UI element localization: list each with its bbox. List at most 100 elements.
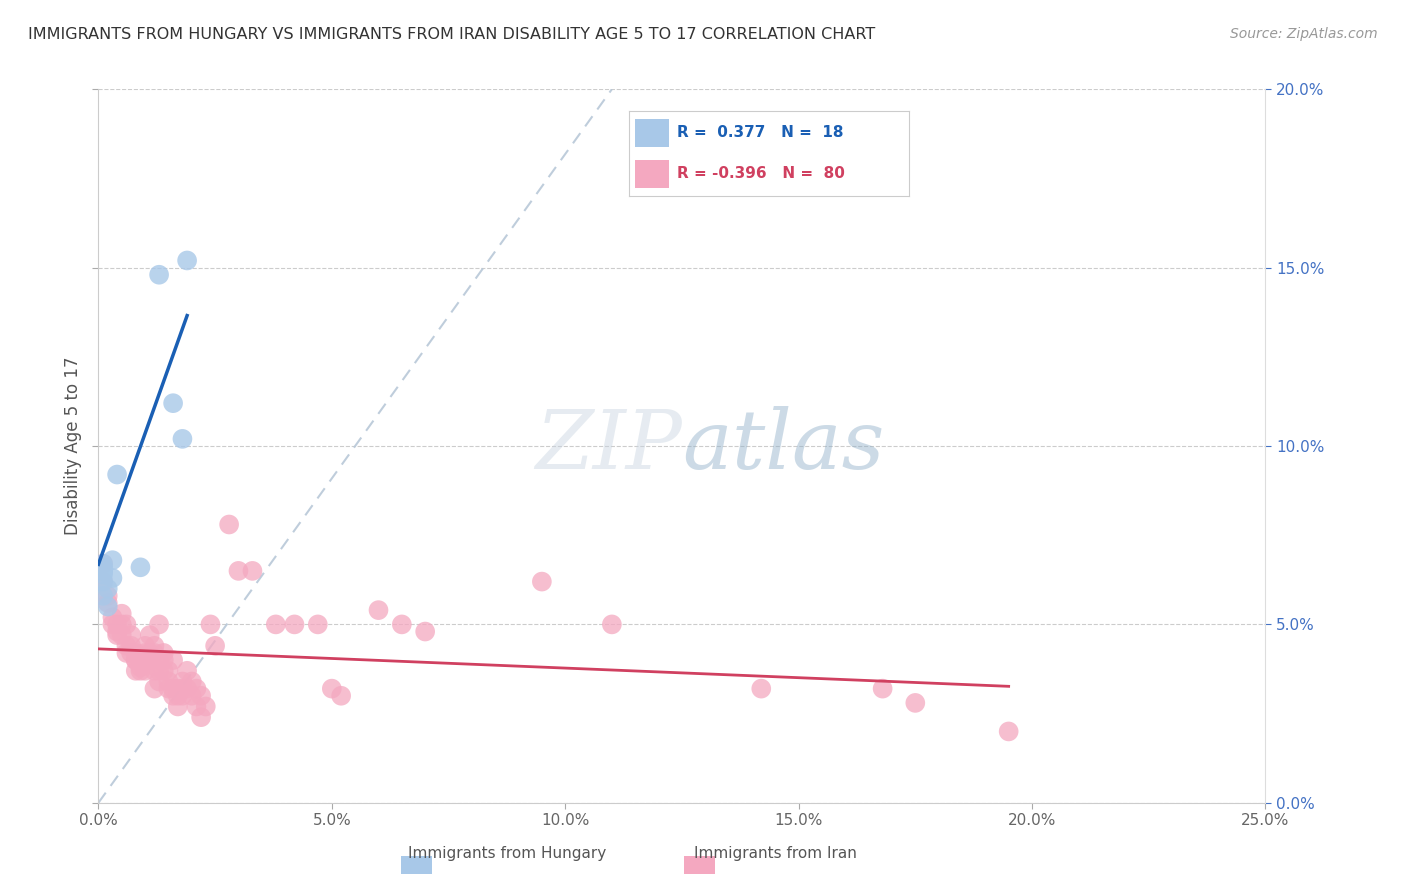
Point — [307, 617, 329, 632]
Point — [152, 664, 174, 678]
Point — [105, 628, 128, 642]
Point — [162, 653, 184, 667]
Y-axis label: Disability Age 5 to 17: Disability Age 5 to 17 — [63, 357, 82, 535]
Point — [190, 710, 212, 724]
Point — [129, 660, 152, 674]
Text: atlas: atlas — [682, 406, 884, 486]
Point — [264, 617, 287, 632]
Point — [111, 628, 134, 642]
Point — [166, 699, 188, 714]
Point — [120, 628, 142, 642]
Point — [157, 664, 180, 678]
Point — [330, 689, 353, 703]
Point — [321, 681, 343, 696]
Point — [105, 64, 128, 78]
Point — [152, 646, 174, 660]
Point — [120, 646, 142, 660]
Point — [162, 689, 184, 703]
Point — [101, 610, 124, 624]
Point — [997, 724, 1019, 739]
Point — [180, 674, 202, 689]
Point — [143, 639, 166, 653]
Point — [172, 681, 194, 696]
Point — [91, 574, 114, 589]
Point — [228, 564, 250, 578]
Point — [162, 681, 184, 696]
Point — [115, 639, 138, 653]
Point — [101, 571, 124, 585]
Point — [186, 681, 208, 696]
Text: IMMIGRANTS FROM HUNGARY VS IMMIGRANTS FROM IRAN DISABILITY AGE 5 TO 17 CORRELATI: IMMIGRANTS FROM HUNGARY VS IMMIGRANTS FR… — [28, 27, 876, 42]
Text: ZIP: ZIP — [536, 406, 682, 486]
Point — [166, 689, 188, 703]
FancyBboxPatch shape — [636, 120, 669, 146]
Point — [218, 517, 240, 532]
Point — [204, 639, 226, 653]
Point — [134, 639, 156, 653]
Point — [97, 589, 120, 603]
Point — [97, 599, 120, 614]
Point — [180, 689, 202, 703]
Point — [125, 653, 148, 667]
Point — [97, 596, 120, 610]
Point — [120, 639, 142, 653]
Point — [101, 617, 124, 632]
Point — [157, 674, 180, 689]
Point — [162, 396, 184, 410]
Point — [391, 617, 413, 632]
Point — [111, 607, 134, 621]
Point — [143, 646, 166, 660]
Point — [143, 681, 166, 696]
Point — [200, 617, 222, 632]
Point — [172, 432, 194, 446]
Text: Immigrants from Iran: Immigrants from Iran — [693, 846, 856, 861]
Point — [105, 467, 128, 482]
Point — [172, 674, 194, 689]
Point — [283, 617, 305, 632]
Point — [152, 653, 174, 667]
Point — [129, 560, 152, 574]
Point — [148, 268, 170, 282]
Point — [176, 664, 198, 678]
Point — [139, 628, 162, 642]
Point — [872, 681, 894, 696]
Point — [190, 689, 212, 703]
Point — [105, 617, 128, 632]
Point — [125, 664, 148, 678]
Point — [91, 557, 114, 571]
Point — [91, 560, 114, 574]
Point — [134, 653, 156, 667]
Point — [242, 564, 264, 578]
Point — [101, 553, 124, 567]
Point — [749, 681, 772, 696]
Point — [143, 664, 166, 678]
Point — [176, 253, 198, 268]
Point — [194, 699, 217, 714]
Point — [91, 574, 114, 589]
Point — [148, 664, 170, 678]
Text: Source: ZipAtlas.com: Source: ZipAtlas.com — [1230, 27, 1378, 41]
Point — [904, 696, 927, 710]
Point — [134, 646, 156, 660]
Point — [115, 617, 138, 632]
Point — [600, 617, 623, 632]
Point — [172, 689, 194, 703]
Point — [176, 681, 198, 696]
Point — [91, 557, 114, 571]
Point — [148, 653, 170, 667]
Point — [134, 664, 156, 678]
FancyBboxPatch shape — [636, 161, 669, 187]
Point — [148, 617, 170, 632]
Text: R = -0.396   N =  80: R = -0.396 N = 80 — [678, 167, 845, 181]
Point — [413, 624, 436, 639]
Point — [105, 624, 128, 639]
Point — [157, 681, 180, 696]
Point — [125, 646, 148, 660]
Point — [139, 653, 162, 667]
Point — [166, 681, 188, 696]
Point — [115, 646, 138, 660]
Text: Immigrants from Hungary: Immigrants from Hungary — [408, 846, 606, 861]
Point — [91, 564, 114, 578]
Point — [91, 567, 114, 582]
Point — [139, 646, 162, 660]
